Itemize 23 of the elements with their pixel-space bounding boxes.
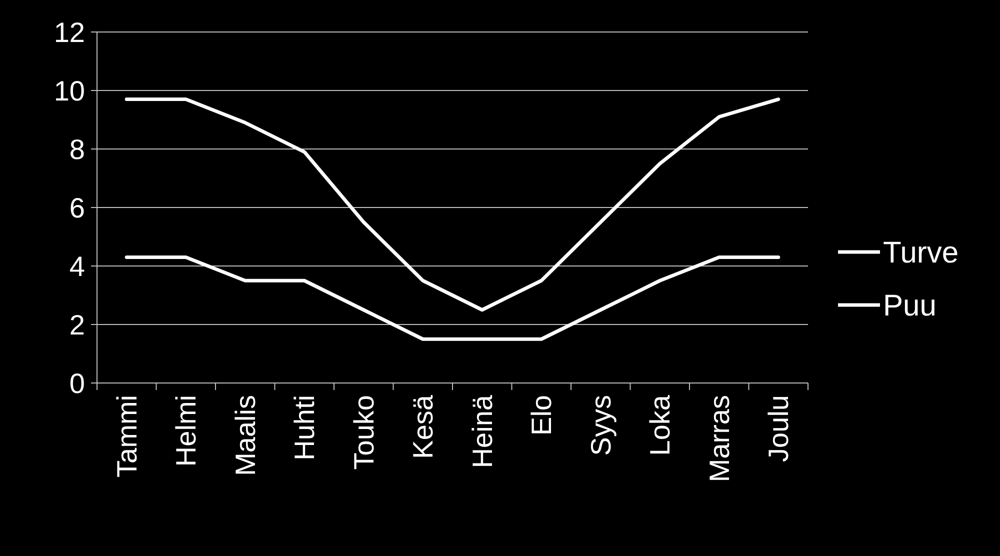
y-tick-label: 2: [69, 309, 85, 340]
y-tick-label: 6: [69, 192, 85, 224]
x-tick-label: Touko: [348, 395, 380, 470]
x-tick-label: Maalis: [230, 395, 261, 476]
x-tick-label: Huhti: [289, 395, 320, 460]
legend-label: Puu: [883, 290, 936, 322]
legend-label: Turve: [883, 236, 959, 270]
y-tick-label: 12: [54, 16, 85, 48]
y-tick-label: 4: [69, 250, 85, 282]
line-series: [124, 98, 780, 312]
x-tick-label: Syys: [585, 395, 616, 456]
y-tick-label: 10: [54, 75, 85, 106]
x-tick-label: Heinä: [466, 394, 498, 468]
x-tick-label: Joulu: [763, 395, 794, 462]
x-tick-label: Loka: [644, 394, 676, 456]
y-tick-label: 8: [69, 134, 85, 165]
line-series: [124, 255, 780, 341]
x-tick-label: Elo: [526, 395, 558, 436]
x-tick-label: Marras: [704, 395, 735, 482]
x-tick-label: Helmi: [170, 395, 202, 467]
x-tick-label: Tammi: [111, 395, 142, 478]
y-tick-label: 0: [69, 368, 85, 399]
x-tick-label: Kesä: [408, 394, 439, 459]
